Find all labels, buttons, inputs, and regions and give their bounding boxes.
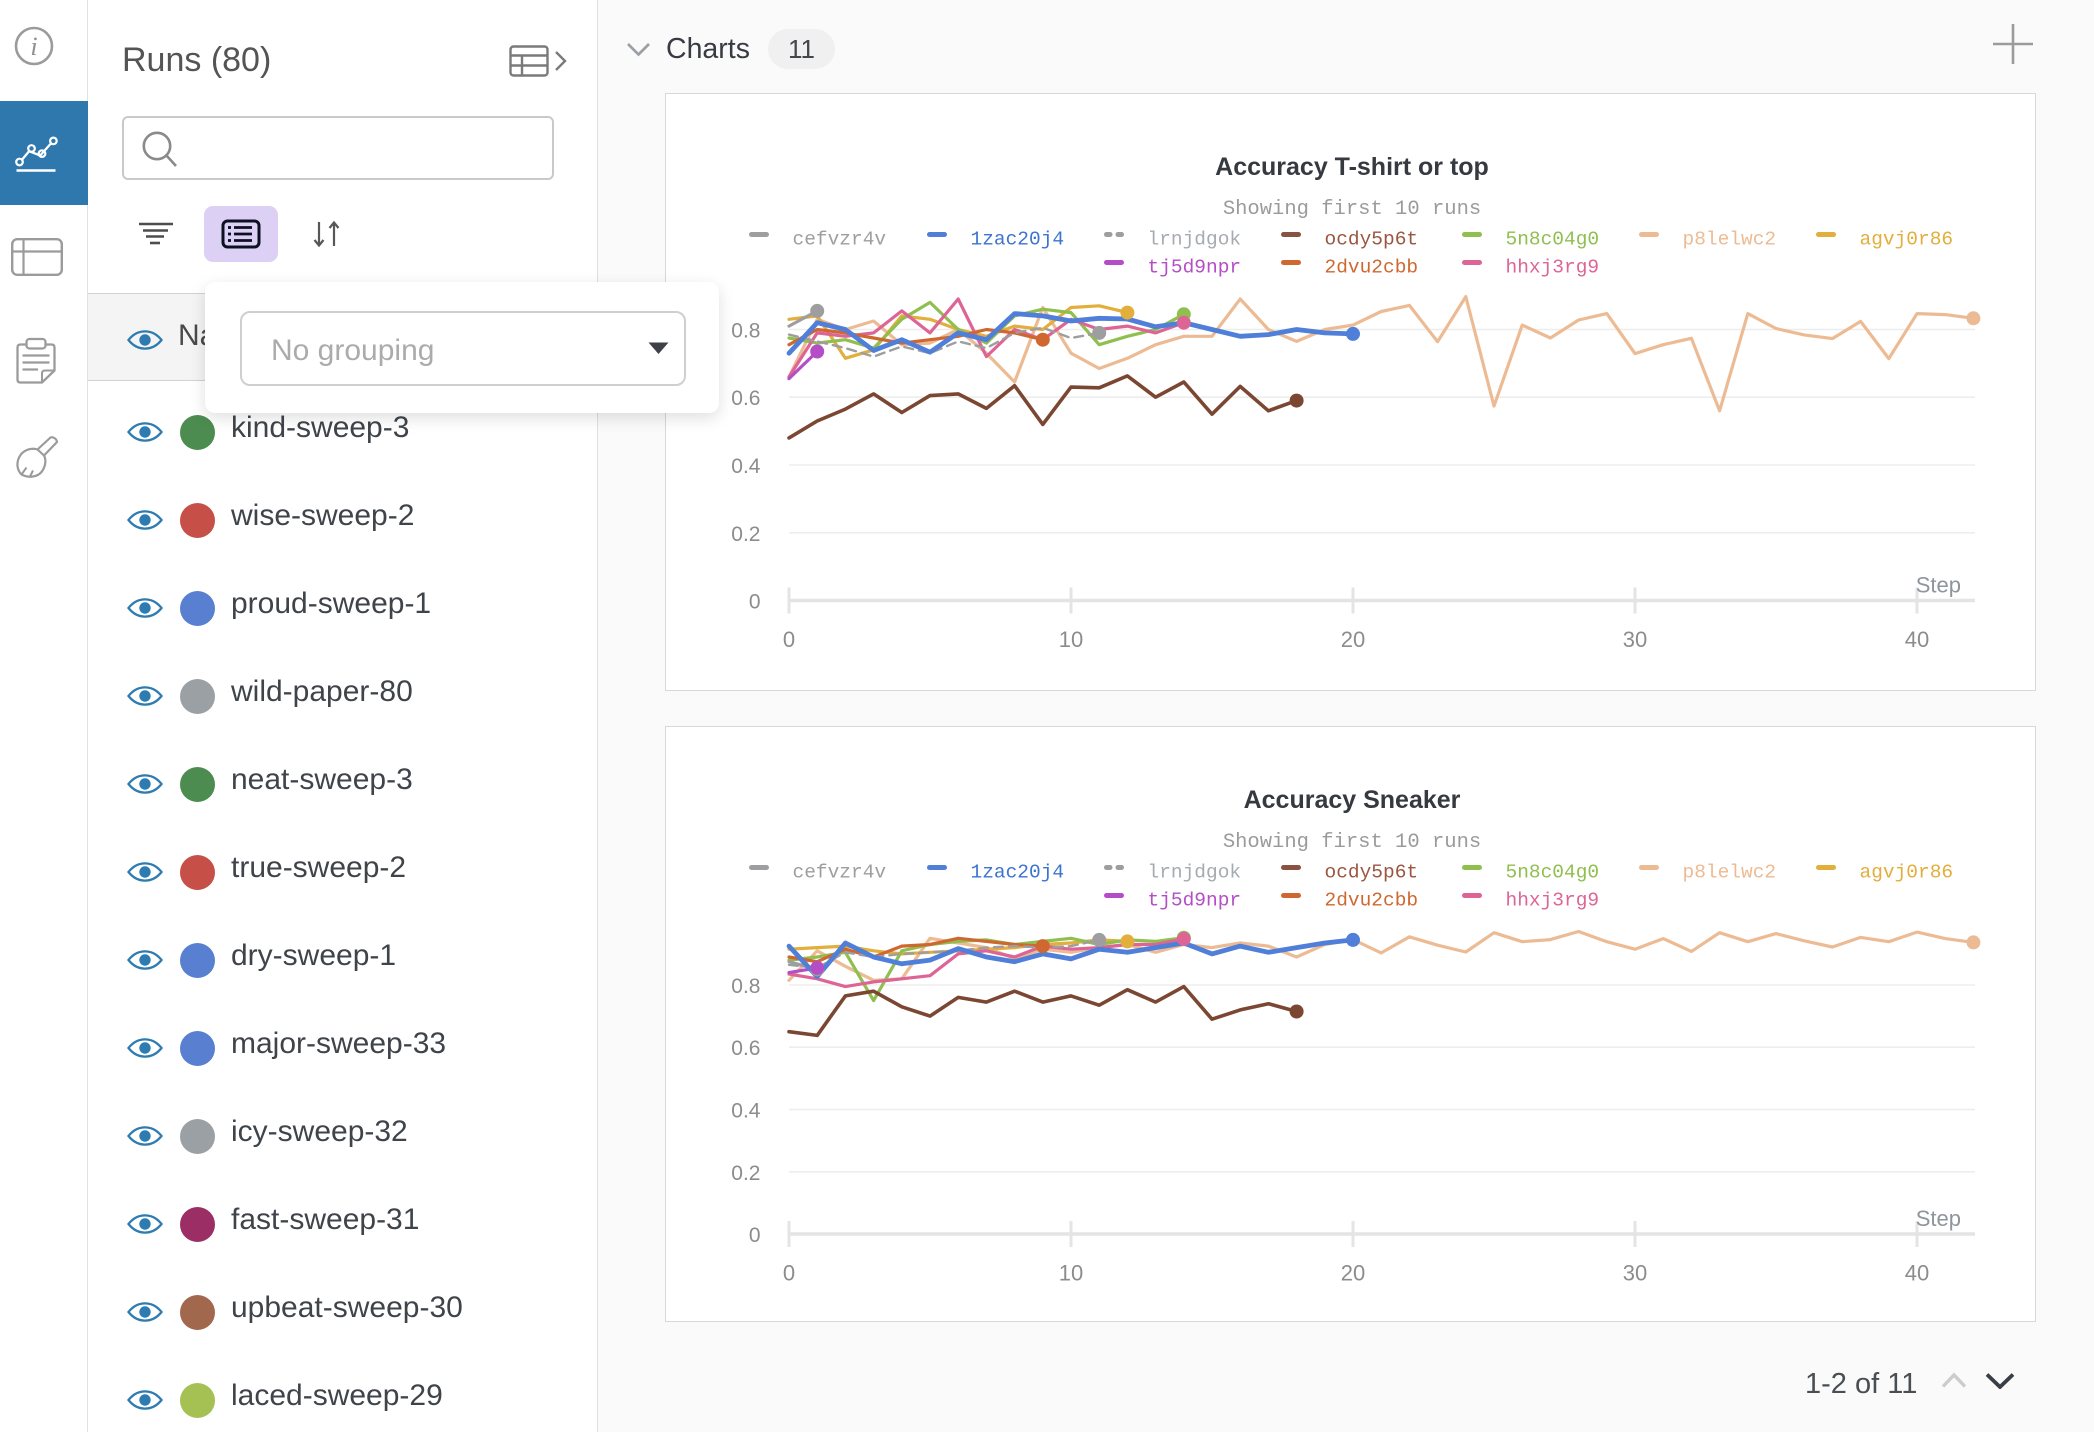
svg-text:tj5d9npr: tj5d9npr <box>1148 256 1242 278</box>
svg-text:10: 10 <box>1059 1261 1083 1286</box>
svg-text:Showing first 10 runs: Showing first 10 runs <box>1223 831 1481 854</box>
svg-text:Showing first 10 runs: Showing first 10 runs <box>1223 198 1481 221</box>
svg-text:ocdy5p6t: ocdy5p6t <box>1325 228 1419 250</box>
svg-text:0.2: 0.2 <box>731 522 760 545</box>
svg-text:0.4: 0.4 <box>731 1100 761 1123</box>
svg-text:0: 0 <box>783 1261 795 1286</box>
svg-text:lrnjdgok: lrnjdgok <box>1148 862 1242 884</box>
svg-text:hhxj3rg9: hhxj3rg9 <box>1506 890 1600 912</box>
svg-text:40: 40 <box>1905 1261 1929 1286</box>
svg-text:20: 20 <box>1341 1261 1365 1286</box>
svg-text:i: i <box>30 32 37 61</box>
svg-text:hhxj3rg9: hhxj3rg9 <box>1506 256 1600 278</box>
svg-text:Accuracy T-shirt or top: Accuracy T-shirt or top <box>1215 153 1489 181</box>
svg-text:10: 10 <box>1059 627 1083 652</box>
svg-text:0.6: 0.6 <box>731 387 760 410</box>
svg-text:p8lelwc2: p8lelwc2 <box>1683 862 1777 884</box>
svg-text:30: 30 <box>1623 627 1647 652</box>
svg-text:0.2: 0.2 <box>731 1162 760 1185</box>
svg-text:5n8c04g0: 5n8c04g0 <box>1506 862 1600 884</box>
svg-text:30: 30 <box>1623 1261 1647 1286</box>
svg-text:0.4: 0.4 <box>731 455 761 478</box>
svg-text:2dvu2cbb: 2dvu2cbb <box>1325 890 1419 912</box>
svg-text:Accuracy Sneaker: Accuracy Sneaker <box>1244 786 1461 814</box>
svg-text:tj5d9npr: tj5d9npr <box>1148 890 1242 912</box>
svg-text:20: 20 <box>1341 627 1365 652</box>
svg-text:0.6: 0.6 <box>731 1037 760 1060</box>
svg-text:0: 0 <box>749 590 761 613</box>
svg-text:0: 0 <box>783 627 795 652</box>
svg-text:5n8c04g0: 5n8c04g0 <box>1506 228 1600 250</box>
svg-text:p8lelwc2: p8lelwc2 <box>1683 228 1777 250</box>
svg-text:1zac20j4: 1zac20j4 <box>971 228 1065 250</box>
svg-text:1zac20j4: 1zac20j4 <box>971 862 1065 884</box>
svg-text:cefvzr4v: cefvzr4v <box>793 862 887 884</box>
svg-text:Step: Step <box>1916 572 1961 597</box>
svg-text:0.8: 0.8 <box>731 975 760 998</box>
svg-text:0: 0 <box>749 1224 761 1247</box>
svg-text:agvj0r86: agvj0r86 <box>1860 228 1954 250</box>
svg-text:2dvu2cbb: 2dvu2cbb <box>1325 256 1419 278</box>
svg-text:lrnjdgok: lrnjdgok <box>1148 228 1242 250</box>
svg-text:Step: Step <box>1916 1206 1961 1231</box>
svg-text:cefvzr4v: cefvzr4v <box>793 228 887 250</box>
svg-text:0.8: 0.8 <box>731 319 760 342</box>
svg-text:agvj0r86: agvj0r86 <box>1860 862 1954 884</box>
svg-text:40: 40 <box>1905 627 1929 652</box>
svg-text:ocdy5p6t: ocdy5p6t <box>1325 862 1419 884</box>
